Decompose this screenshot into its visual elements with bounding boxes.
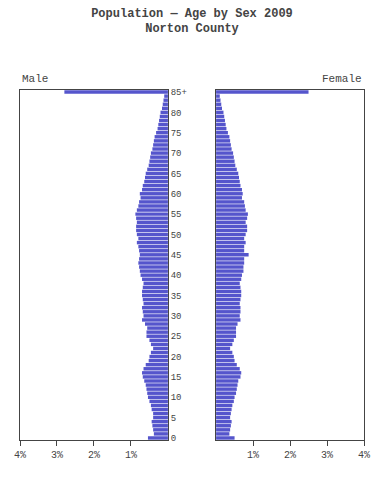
svg-text:1%: 1% (247, 450, 259, 461)
svg-text:45: 45 (171, 251, 182, 261)
svg-text:3%: 3% (51, 450, 63, 461)
svg-text:40: 40 (171, 271, 182, 281)
svg-text:4%: 4% (358, 450, 370, 461)
svg-text:5: 5 (171, 414, 176, 424)
svg-text:0: 0 (171, 434, 176, 444)
svg-text:20: 20 (171, 353, 182, 363)
svg-text:Population — Age by Sex 2009No: Population — Age by Sex 2009Norton Count… (91, 7, 293, 37)
svg-text:70: 70 (171, 149, 182, 159)
svg-text:4%: 4% (14, 450, 26, 461)
svg-text:10: 10 (171, 393, 182, 403)
svg-text:55: 55 (171, 210, 182, 220)
svg-text:65: 65 (171, 170, 182, 180)
svg-text:1%: 1% (125, 450, 137, 461)
svg-text:50: 50 (171, 231, 182, 241)
svg-text:30: 30 (171, 312, 182, 322)
svg-text:Female: Female (322, 73, 362, 85)
svg-text:2%: 2% (284, 450, 296, 461)
svg-text:60: 60 (171, 190, 182, 200)
svg-text:35: 35 (171, 292, 182, 302)
svg-text:75: 75 (171, 129, 182, 139)
svg-text:3%: 3% (321, 450, 333, 461)
svg-text:25: 25 (171, 332, 182, 342)
svg-text:15: 15 (171, 373, 182, 383)
svg-text:80: 80 (171, 109, 182, 119)
svg-text:85+: 85+ (171, 88, 187, 98)
svg-text:2%: 2% (88, 450, 100, 461)
svg-text:Male: Male (22, 73, 48, 85)
